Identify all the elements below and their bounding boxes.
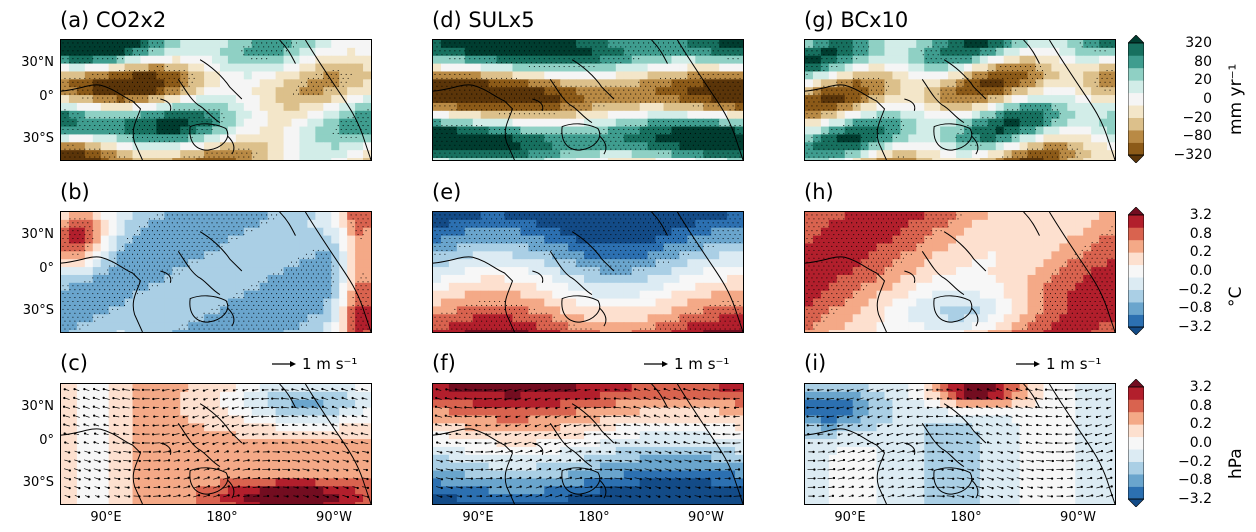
colorbar-unit-label: °C [1226,286,1246,307]
lon-tick-label: 90°E [834,510,866,525]
colorbar-tick-label: 20 [1194,72,1212,89]
field-shading [805,40,1115,160]
lon-tick-label: 90°E [90,510,122,525]
coastlines [433,40,743,160]
significance-stippling [434,214,741,330]
colorbar-tick-label: 3.2 [1189,379,1212,395]
wind-vectors [434,387,742,498]
lon-tick-label: 90°E [462,510,494,525]
lon-tick-label: 90°W [688,510,724,525]
colorbar-tick-label: 0.2 [1189,244,1212,261]
panel-title-h: (h) [804,180,834,204]
map-panel-f [432,383,744,505]
colorbar-tick-label: 320 [1185,35,1212,51]
map-panel-c [60,383,372,505]
lon-tick-label: 90°W [1060,510,1096,525]
wind-vectors [806,388,1114,499]
lat-tick-label: 30°N [21,399,54,414]
field-shading [805,384,1115,504]
colorbar-tick-label: −3.2 [1178,491,1212,507]
colorbar-tick-label: 0 [1203,91,1212,107]
coastlines [433,212,743,332]
colorbar-precip [1128,35,1144,163]
coastlines [805,212,1115,332]
colorbar-temp [1128,207,1144,335]
colorbar-unit-label: hPa [1226,448,1246,479]
colorbar-tick-label: −3.2 [1178,319,1212,335]
coastlines [805,384,1115,504]
colorbar-tick-label: −0.2 [1178,453,1212,470]
lon-tick-label: 90°W [316,510,352,525]
colorbar-tick-label: −0.8 [1178,472,1212,489]
vector-reference: 1 m s⁻¹ [1016,355,1101,373]
wind-vectors [62,387,370,499]
field-shading [433,40,743,160]
panel-title-c: (c) [60,351,88,375]
coastlines [61,212,371,332]
map-panel-b [60,211,372,333]
vector-reference-label: 1 m s⁻¹ [674,355,730,373]
field-shading [433,384,743,504]
colorbar-tick-label: −320 [1173,147,1212,163]
map-panel-h [804,211,1116,333]
colorbar-tick-label: −0.2 [1178,281,1212,298]
field-shading [61,384,371,504]
colorbar-tick-label: 0.0 [1189,263,1212,279]
vector-reference-arrow-icon [272,361,296,367]
vector-reference-arrow-icon [1016,361,1040,367]
significance-stippling [806,42,1113,158]
coastlines [61,384,371,504]
colorbar-tick-label: 0.2 [1189,416,1212,433]
vector-reference-label: 1 m s⁻¹ [302,355,358,373]
colorbar-tick-label: 3.2 [1189,207,1212,223]
coastlines [433,384,743,504]
colorbar-tick-label: −0.8 [1178,300,1212,317]
panel-title-d: (d) SULx5 [432,8,535,32]
vector-reference: 1 m s⁻¹ [644,355,729,373]
colorbar-tick-label: 0.8 [1189,225,1212,242]
field-shading [805,212,1115,332]
lat-tick-label: 0° [39,89,54,104]
panel-title-e: (e) [432,180,462,204]
vector-reference-label: 1 m s⁻¹ [1046,355,1102,373]
lat-tick-label: 30°N [21,227,54,242]
panel-title-b: (b) [60,180,90,204]
panel-title-a: (a) CO2x2 [60,8,167,32]
lat-tick-label: 30°S [22,475,54,490]
colorbar-tick-label: 0.8 [1189,397,1212,414]
vector-reference-arrow-icon [644,361,668,367]
field-shading [61,212,371,332]
colorbar-tick-label: −80 [1182,128,1212,145]
coastlines [805,40,1115,160]
coastlines [61,40,371,160]
lat-tick-label: 30°S [22,131,54,146]
panel-title-i: (i) [804,351,827,375]
colorbar-tick-label: −20 [1182,109,1212,126]
map-panel-d [432,39,744,161]
map-panel-e [432,211,744,333]
lon-tick-label: 180° [578,510,610,525]
vector-reference: 1 m s⁻¹ [272,355,357,373]
lat-tick-label: 0° [39,261,54,276]
lat-tick-label: 30°S [22,303,54,318]
lon-tick-label: 180° [950,510,982,525]
significance-stippling [806,214,1113,330]
lat-tick-label: 30°N [21,55,54,70]
significance-stippling [434,42,741,158]
colorbar-slp [1128,379,1144,507]
lat-tick-label: 0° [39,433,54,448]
panel-title-f: (f) [432,351,456,375]
lon-tick-label: 180° [206,510,238,525]
map-panel-g [804,39,1116,161]
field-shading [433,212,743,332]
field-shading [61,40,371,160]
map-panel-a [60,39,372,161]
colorbar-tick-label: 0.0 [1189,435,1212,451]
colorbar-tick-label: 80 [1194,53,1212,70]
panel-title-g: (g) BCx10 [804,8,909,32]
map-panel-i [804,383,1116,505]
significance-stippling [62,42,369,158]
colorbar-unit-label: mm yr⁻¹ [1226,63,1246,135]
